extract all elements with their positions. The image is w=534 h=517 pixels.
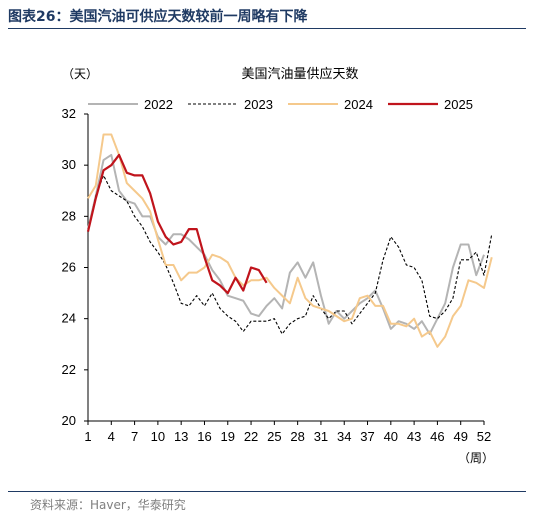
legend-label-2025: 2025 xyxy=(444,97,473,112)
x-tick-label: 19 xyxy=(221,429,235,444)
series-line-2023 xyxy=(87,174,493,335)
legend-label-2023: 2023 xyxy=(244,97,273,112)
y-tick-label: 24 xyxy=(62,311,76,326)
series-line-2022 xyxy=(87,153,485,336)
source-rule xyxy=(8,491,526,492)
figure-title: 图表26：美国汽油可供应天数较前一周略有下降 xyxy=(8,6,307,26)
x-tick-label: 7 xyxy=(131,429,138,444)
y-tick-label: 22 xyxy=(62,362,76,377)
x-tick-label: 22 xyxy=(244,429,258,444)
x-tick-label: 13 xyxy=(174,429,188,444)
y-tick-label: 30 xyxy=(62,157,76,172)
x-tick-label: 31 xyxy=(314,429,328,444)
figure-title-text: 美国汽油可供应天数较前一周略有下降 xyxy=(69,9,308,25)
y-tick-label: 20 xyxy=(62,413,76,428)
x-tick-label: 40 xyxy=(384,429,398,444)
title-rule xyxy=(8,28,526,29)
figure-label: 图表26： xyxy=(8,9,70,25)
series-line-2024 xyxy=(87,133,493,348)
source-note: 资料来源：Haver，华泰研究 xyxy=(30,498,186,512)
y-axis-unit: （天） xyxy=(62,67,98,81)
axes: 20 22 24 26 28 30 32 1 4 7 10 13 16 19 22 25 28 31 34 37 40 4… xyxy=(62,106,492,444)
x-tick-label: 52 xyxy=(477,429,491,444)
y-tick-label: 28 xyxy=(62,208,76,223)
x-tick-label: 34 xyxy=(337,429,351,444)
x-tick-label: 4 xyxy=(108,429,115,444)
series-line-2025 xyxy=(86,153,268,295)
y-tick-label: 32 xyxy=(62,106,76,121)
x-tick-label: 43 xyxy=(407,429,421,444)
legend-label-2024: 2024 xyxy=(344,97,373,112)
y-tick-label: 26 xyxy=(62,260,76,275)
x-tick-label: 1 xyxy=(84,429,91,444)
series-group xyxy=(86,133,493,348)
x-tick-label: 37 xyxy=(360,429,374,444)
x-tick-label: 16 xyxy=(197,429,211,444)
x-axis-unit: （周） xyxy=(458,451,494,465)
x-tick-label: 49 xyxy=(453,429,467,444)
x-tick-label: 25 xyxy=(267,429,281,444)
legend: 2022 2023 2024 2025 xyxy=(88,97,473,112)
x-tick-label: 10 xyxy=(151,429,165,444)
legend-label-2022: 2022 xyxy=(144,97,173,112)
x-tick-label: 28 xyxy=(290,429,304,444)
chart-title: 美国汽油量供应天数 xyxy=(241,66,358,81)
x-tick-label: 46 xyxy=(430,429,444,444)
